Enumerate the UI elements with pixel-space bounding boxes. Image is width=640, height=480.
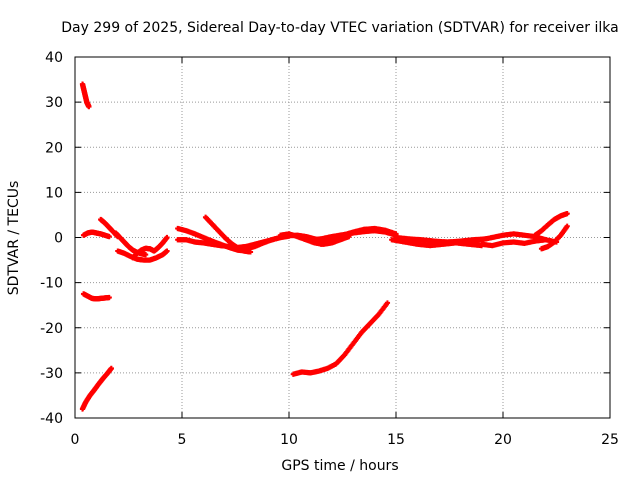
data-point bbox=[108, 365, 114, 371]
axis-ticks: 0 5 10 15 20 25 -40 -30 -20 -10 0 10 20 30 40 bbox=[40, 50, 619, 448]
y-tick-label: -10 bbox=[40, 276, 63, 292]
data-points bbox=[79, 81, 570, 412]
series-arc-22 bbox=[538, 223, 570, 252]
series-arc-7 bbox=[115, 248, 170, 263]
data-point bbox=[564, 223, 570, 229]
x-tick-label: 20 bbox=[494, 432, 512, 448]
y-tick-label: 30 bbox=[45, 95, 63, 111]
y-tick-label: 0 bbox=[54, 231, 63, 247]
chart-title: Day 299 of 2025, Sidereal Day-to-day VTE… bbox=[61, 20, 618, 36]
data-point bbox=[143, 252, 149, 258]
series-arc-1 bbox=[79, 81, 92, 110]
y-axis-label: SDTVAR / TECUs bbox=[6, 181, 22, 296]
x-tick-label: 25 bbox=[601, 432, 619, 448]
data-point bbox=[164, 248, 170, 254]
y-tick-label: -40 bbox=[40, 411, 63, 427]
series-arc-16 bbox=[290, 300, 391, 377]
series-arc-3 bbox=[80, 291, 112, 302]
data-point bbox=[86, 104, 92, 110]
series-arc-21 bbox=[532, 210, 570, 238]
y-tick-label: 40 bbox=[45, 50, 63, 66]
y-tick-label: 20 bbox=[45, 140, 63, 156]
y-tick-label: -20 bbox=[40, 321, 63, 337]
series-arc-15 bbox=[318, 225, 399, 247]
series-arc-11 bbox=[202, 214, 254, 255]
y-tick-label: -30 bbox=[40, 366, 63, 382]
data-point bbox=[164, 234, 170, 241]
series-arc-2 bbox=[80, 229, 112, 240]
x-tick-label: 10 bbox=[280, 432, 298, 448]
series-arc-8 bbox=[130, 234, 170, 261]
x-axis-label: GPS time / hours bbox=[281, 458, 398, 474]
data-point bbox=[106, 233, 112, 240]
x-tick-label: 5 bbox=[178, 432, 187, 448]
y-tick-label: 10 bbox=[45, 185, 63, 201]
x-tick-label: 15 bbox=[387, 432, 405, 448]
data-point bbox=[564, 210, 570, 217]
data-point bbox=[106, 294, 112, 301]
x-tick-label: 0 bbox=[71, 432, 80, 448]
data-point bbox=[384, 300, 391, 306]
series-arc-4 bbox=[79, 365, 114, 412]
